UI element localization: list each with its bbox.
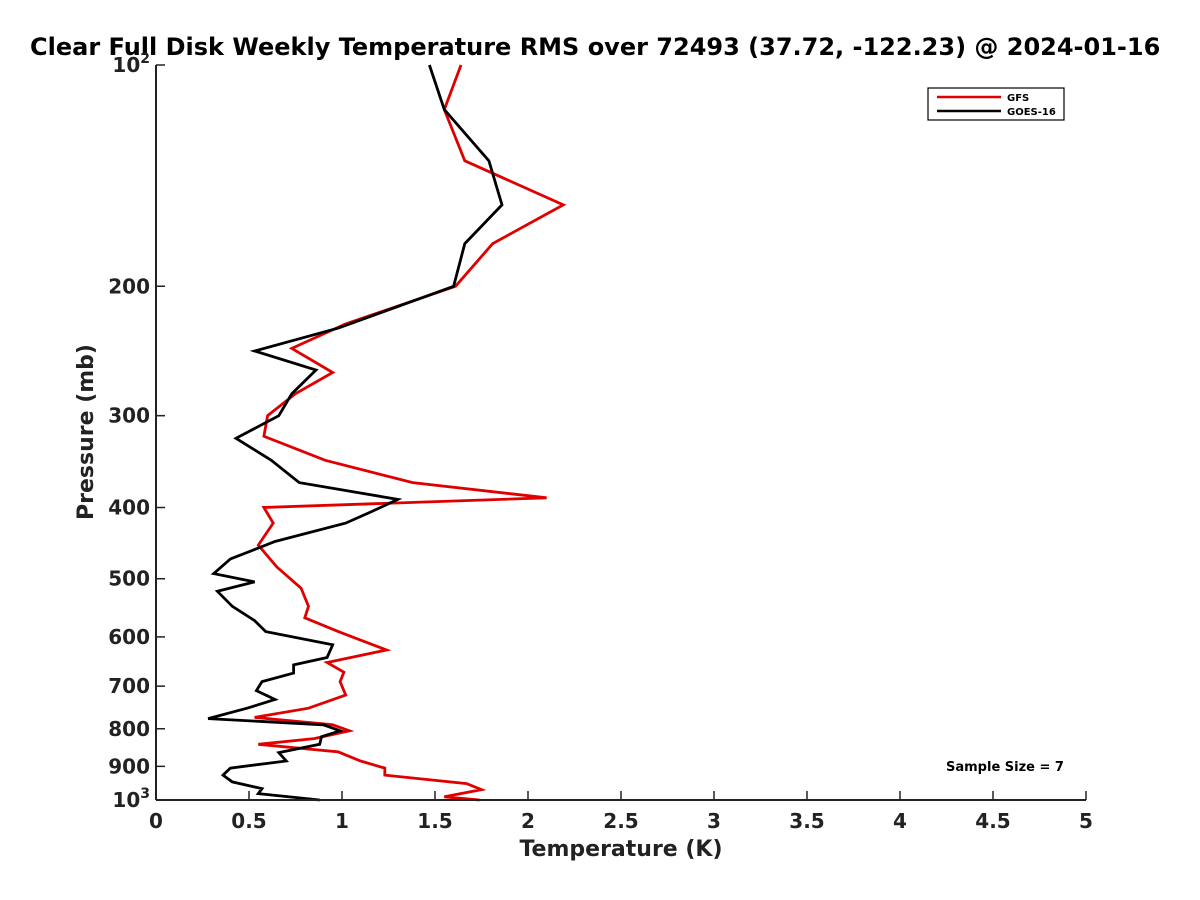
y-tick-label: 700 bbox=[108, 674, 150, 698]
y-tick-label: 500 bbox=[108, 567, 150, 591]
y-tick-label: 103 bbox=[112, 786, 150, 812]
x-tick-label: 4.5 bbox=[975, 809, 1010, 833]
y-tick-label: 102 bbox=[112, 51, 150, 77]
legend-box bbox=[927, 87, 1065, 121]
x-tick-label: 0 bbox=[149, 809, 163, 833]
x-tick-label: 5 bbox=[1079, 809, 1093, 833]
x-tick-label: 1.5 bbox=[417, 809, 452, 833]
y-tick-label: 900 bbox=[108, 754, 150, 778]
series-line-gfs bbox=[254, 64, 567, 802]
y-tick-label: 600 bbox=[108, 625, 150, 649]
x-ticks: 0 0.5 1 1.5 2 2.5 3 3.5 4 4.5 5 bbox=[149, 791, 1093, 833]
x-tick-label: 3.5 bbox=[789, 809, 824, 833]
legend-label-gfs: GFS bbox=[1007, 93, 1029, 104]
chart-title: Clear Full Disk Weekly Temperature RMS o… bbox=[30, 33, 1160, 61]
x-axis-title: Temperature (K) bbox=[519, 837, 722, 862]
y-axis-title: Pressure (mb) bbox=[74, 344, 99, 520]
y-tick-label: 800 bbox=[108, 717, 150, 741]
y-tick-label: 200 bbox=[108, 274, 150, 298]
y-tick-label: 300 bbox=[108, 404, 150, 428]
y-ticks: 102 200 300 400 500 600 700 800 900 103 bbox=[108, 51, 165, 812]
x-tick-label: 3 bbox=[707, 809, 721, 833]
x-tick-label: 1 bbox=[335, 809, 349, 833]
axes bbox=[155, 65, 1086, 801]
legend: GFS GOES-16 bbox=[927, 87, 1065, 121]
x-tick-label: 0.5 bbox=[231, 809, 266, 833]
x-tick-label: 2.5 bbox=[603, 809, 638, 833]
y-tick-label: 400 bbox=[108, 496, 150, 520]
series-line-goes-16 bbox=[207, 64, 504, 802]
x-tick-label: 4 bbox=[893, 809, 907, 833]
x-tick-label: 2 bbox=[521, 809, 535, 833]
sample-size-annotation: Sample Size = 7 bbox=[946, 760, 1064, 775]
series-layer bbox=[207, 64, 567, 802]
legend-label-goes16: GOES-16 bbox=[1007, 107, 1056, 118]
